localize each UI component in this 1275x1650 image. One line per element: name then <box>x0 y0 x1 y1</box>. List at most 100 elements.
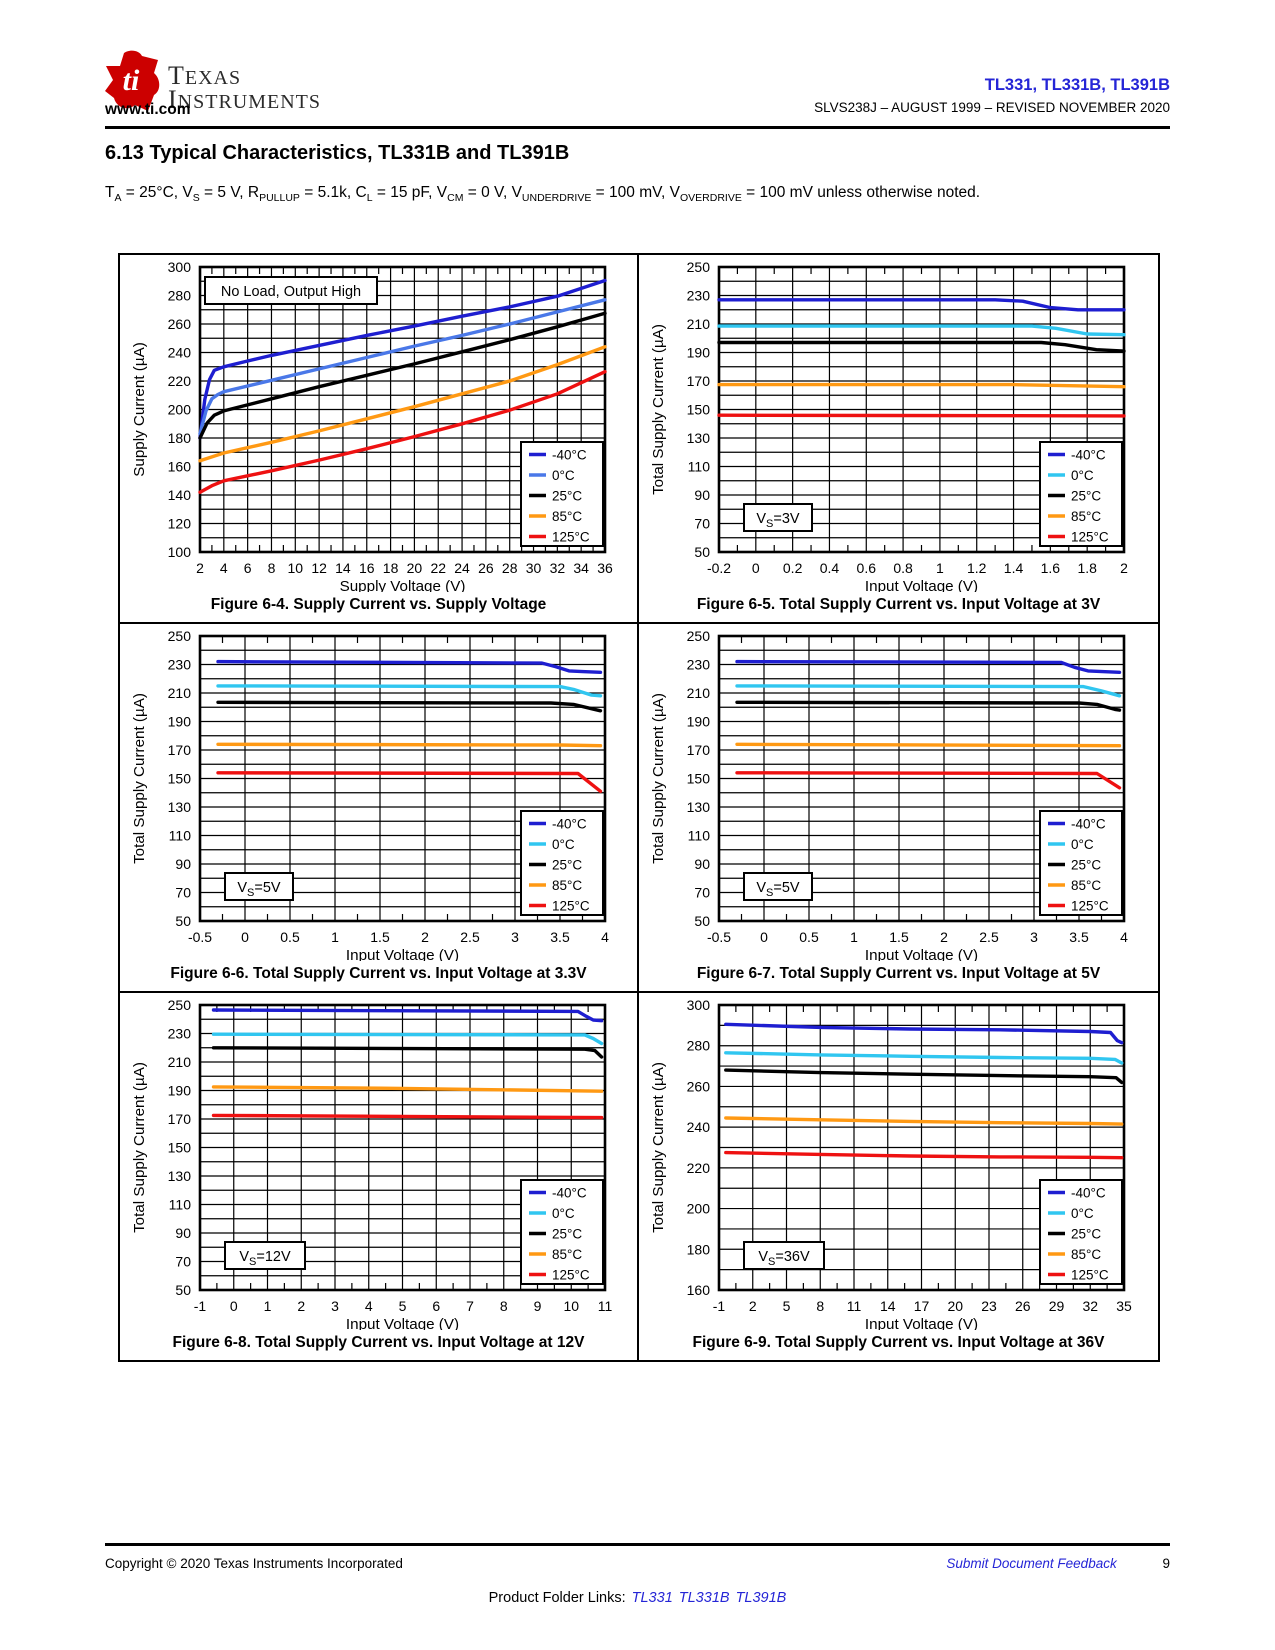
svg-text:130: 130 <box>687 430 711 446</box>
svg-text:190: 190 <box>168 1083 192 1099</box>
feedback-link[interactable]: Submit Document Feedback <box>946 1556 1117 1571</box>
legend-label-25°C: 25°C <box>1071 858 1101 873</box>
footer-row: Copyright © 2020 Texas Instruments Incor… <box>105 1556 1170 1571</box>
svg-text:VS=5V: VS=5V <box>237 880 281 899</box>
legend-label-0°C: 0°C <box>1071 837 1094 852</box>
series-0°C <box>198 298 607 436</box>
svg-text:230: 230 <box>687 288 711 304</box>
svg-text:8: 8 <box>816 1298 824 1314</box>
annotation: VS=5V <box>224 872 294 901</box>
legend-label-125°C: 125°C <box>1071 530 1109 545</box>
svg-text:130: 130 <box>168 1168 192 1184</box>
svg-text:280: 280 <box>168 288 192 304</box>
product-link-TL391B[interactable]: TL391B <box>735 1590 787 1606</box>
x-axis-label: Input Voltage (V) <box>865 947 978 961</box>
svg-text:110: 110 <box>688 459 711 475</box>
legend-label-25°C: 25°C <box>552 489 582 504</box>
series-85°C <box>724 1116 1124 1126</box>
legend-label-25°C: 25°C <box>1071 1227 1101 1242</box>
legend: -40°C 0°C 25°C 85°C 125°C <box>1039 441 1123 547</box>
svg-text:34: 34 <box>573 560 589 576</box>
svg-text:90: 90 <box>175 856 191 872</box>
svg-text:-0.2: -0.2 <box>707 560 731 576</box>
figure-caption-6-7: Figure 6-7. Total Supply Current vs. Inp… <box>696 965 1101 982</box>
svg-text:50: 50 <box>694 913 710 929</box>
series--40°C <box>198 278 607 440</box>
svg-text:1.8: 1.8 <box>1077 560 1097 576</box>
svg-text:160: 160 <box>687 1282 711 1298</box>
plot-border <box>198 634 607 923</box>
annotation: VS=36V <box>743 1241 825 1270</box>
svg-text:-0.5: -0.5 <box>188 929 212 945</box>
svg-text:1.5: 1.5 <box>370 929 390 945</box>
legend: -40°C 0°C 25°C 85°C 125°C <box>520 441 604 547</box>
svg-text:1: 1 <box>936 560 944 576</box>
product-link-TL331[interactable]: TL331 <box>631 1590 673 1606</box>
svg-text:90: 90 <box>175 1225 191 1241</box>
svg-text:280: 280 <box>687 1038 711 1054</box>
series-85°C <box>717 382 1126 389</box>
figure-6-8-chart: VS=12V-40°C0°C25°C85°C125°C5070901101301… <box>131 997 613 1330</box>
figure-caption-6-4: Figure 6-4. Supply Current vs. Supply Vo… <box>210 596 547 613</box>
svg-text:90: 90 <box>694 487 710 503</box>
annotation: VS=12V <box>224 1241 306 1270</box>
svg-text:150: 150 <box>168 1140 192 1156</box>
section-title: 6.13 Typical Characteristics, TL331B and… <box>105 142 570 164</box>
svg-text:VS=36V: VS=36V <box>758 1249 810 1268</box>
copyright: Copyright © 2020 Texas Instruments Incor… <box>105 1556 403 1571</box>
svg-text:210: 210 <box>168 1054 192 1070</box>
svg-text:11: 11 <box>847 1298 862 1314</box>
series-85°C <box>216 742 603 748</box>
product-link-TL331B[interactable]: TL331B <box>678 1590 730 1606</box>
svg-text:70: 70 <box>175 1254 191 1270</box>
legend-label-0°C: 0°C <box>552 468 575 483</box>
svg-text:3: 3 <box>331 1298 339 1314</box>
svg-text:0: 0 <box>752 560 760 576</box>
y-axis-label: Total Supply Current (µA) <box>131 693 148 864</box>
legend-label-85°C: 85°C <box>1071 878 1101 893</box>
series-0°C <box>724 1051 1124 1065</box>
header-rule <box>105 126 1170 129</box>
gridlines <box>200 267 605 552</box>
website-link[interactable]: www.ti.com <box>105 101 191 118</box>
legend: -40°C 0°C 25°C 85°C 125°C <box>1039 810 1123 916</box>
series-125°C <box>198 369 607 494</box>
figure-caption-6-6: Figure 6-6. Total Supply Current vs. Inp… <box>170 965 587 982</box>
svg-text:0.6: 0.6 <box>857 560 877 576</box>
series-25°C <box>211 1046 604 1059</box>
svg-text:0.8: 0.8 <box>893 560 913 576</box>
svg-text:110: 110 <box>688 828 711 844</box>
svg-text:70: 70 <box>175 885 191 901</box>
svg-text:14: 14 <box>880 1298 896 1314</box>
svg-text:VS=5V: VS=5V <box>756 880 800 899</box>
series-0°C <box>216 684 603 698</box>
part-numbers-link[interactable]: TL331, TL331B, TL391B <box>984 76 1170 94</box>
svg-text:20: 20 <box>947 1298 963 1314</box>
svg-text:180: 180 <box>168 430 192 446</box>
svg-text:5: 5 <box>783 1298 791 1314</box>
svg-text:210: 210 <box>687 316 711 332</box>
svg-text:1.6: 1.6 <box>1041 560 1061 576</box>
svg-text:90: 90 <box>694 856 710 872</box>
svg-text:130: 130 <box>168 799 192 815</box>
svg-text:110: 110 <box>169 1197 192 1213</box>
series-125°C <box>211 1113 604 1120</box>
svg-text:1.4: 1.4 <box>1004 560 1024 576</box>
svg-text:230: 230 <box>168 1026 192 1042</box>
svg-text:4: 4 <box>601 929 609 945</box>
svg-text:0: 0 <box>760 929 768 945</box>
svg-text:VS=3V: VS=3V <box>756 511 800 530</box>
svg-text:2.5: 2.5 <box>979 929 999 945</box>
svg-text:26: 26 <box>478 560 494 576</box>
svg-text:11: 11 <box>598 1298 613 1314</box>
svg-text:2: 2 <box>1120 560 1128 576</box>
axis-tick-labels: 50 70 90 110 130 150 170 190 210 230 250 -0.2 0 0.2 0.… <box>687 259 1128 576</box>
axis-tick-labels: 50 70 90 110 130 150 170 190 210 230 250 -0.5 0 0.5 1 1… <box>168 628 609 945</box>
figure-cell-6-7: VS=5V -40°C 0°C 25°C 85°C 125°C 50 70 90 110 130 15… <box>639 624 1158 993</box>
series-25°C <box>735 700 1122 712</box>
y-axis-label: Supply Current (µA) <box>131 342 148 477</box>
svg-text:50: 50 <box>694 544 710 560</box>
page-number: 9 <box>1162 1556 1170 1571</box>
svg-text:6: 6 <box>244 560 252 576</box>
